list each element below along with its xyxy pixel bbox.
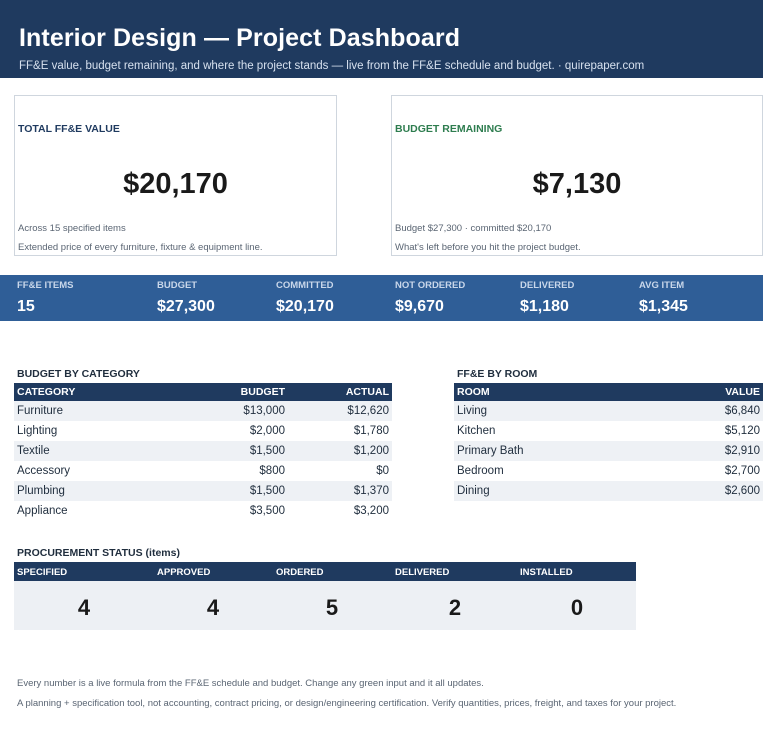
room-name: Kitchen <box>457 425 496 437</box>
table-row: Primary Bath $2,910 <box>454 441 763 461</box>
table-header-row: CATEGORY BUDGET ACTUAL <box>14 383 392 401</box>
budget-remaining-value: $7,130 <box>532 168 622 200</box>
table-row: Bedroom $2,700 <box>454 461 763 481</box>
stat-delivered-label: DELIVERED <box>520 280 575 291</box>
table-row: Kitchen $5,120 <box>454 421 763 441</box>
table-row: Lighting $2,000 $1,780 <box>14 421 392 441</box>
ffe-by-room-table: ROOM VALUE Living $6,840 Kitchen $5,120 … <box>454 383 763 501</box>
column-header-value: VALUE <box>654 383 763 401</box>
stat-avg-item-label: AVG ITEM <box>639 280 685 291</box>
budget-remaining-card: BUDGET REMAINING $7,130 Budget $27,300 ·… <box>391 95 763 256</box>
procurement-approved-count: 4 <box>206 595 220 620</box>
budget-remaining-title: BUDGET REMAINING <box>395 123 503 135</box>
procurement-values-panel <box>14 581 636 630</box>
room-value: $5,120 <box>724 425 760 437</box>
procurement-delivered-label: DELIVERED <box>395 567 450 578</box>
room-name: Primary Bath <box>454 441 654 461</box>
room-name: Living <box>454 401 654 421</box>
stat-committed-label: COMMITTED <box>276 280 334 291</box>
category-name: Textile <box>14 441 172 461</box>
procurement-ordered-label: ORDERED <box>276 567 324 578</box>
stat-items-value: 15 <box>17 298 35 315</box>
category-budget: $1,500 <box>172 441 288 461</box>
stat-budget-value: $27,300 <box>157 298 215 315</box>
table-row: Living $6,840 <box>454 401 763 421</box>
procurement-header-bar <box>14 562 636 581</box>
budget-remaining-description: What's left before you hit the project b… <box>395 242 581 253</box>
category-name: Plumbing <box>14 481 172 501</box>
category-actual: $0 <box>376 465 389 477</box>
stat-not-ordered-label: NOT ORDERED <box>395 280 466 291</box>
room-value: $2,700 <box>724 465 760 477</box>
total-ffe-description: Extended price of every furniture, fixtu… <box>18 242 263 253</box>
budget-remaining-note: Budget $27,300 · committed $20,170 <box>395 223 552 234</box>
column-header-budget: BUDGET <box>172 383 288 401</box>
footer-note-disclaimer: A planning + specification tool, not acc… <box>17 698 677 709</box>
stat-avg-item-value: $1,345 <box>639 298 688 315</box>
procurement-approved-label: APPROVED <box>157 567 211 578</box>
category-actual: $3,200 <box>353 505 389 517</box>
room-value: $2,600 <box>654 481 763 501</box>
stat-not-ordered-value: $9,670 <box>395 298 444 315</box>
stat-delivered-value: $1,180 <box>520 298 569 315</box>
room-value: $6,840 <box>654 401 763 421</box>
category-budget: $3,500 <box>249 505 285 517</box>
total-ffe-title: TOTAL FF&E VALUE <box>18 123 120 135</box>
category-name: Appliance <box>17 505 68 517</box>
table-row: Furniture $13,000 $12,620 <box>14 401 392 421</box>
procurement-specified-count: 4 <box>77 595 91 620</box>
table-row: Textile $1,500 $1,200 <box>14 441 392 461</box>
category-actual: $1,370 <box>288 481 392 501</box>
table-header-row: ROOM VALUE <box>454 383 763 401</box>
total-ffe-card: TOTAL FF&E VALUE $20,170 Across 15 speci… <box>14 95 337 256</box>
column-header-room: ROOM <box>454 383 654 401</box>
category-budget: $2,000 <box>249 425 285 437</box>
table-row: Appliance $3,500 $3,200 <box>14 501 392 521</box>
summary-stats-strip <box>0 275 763 321</box>
column-header-actual: ACTUAL <box>288 383 392 401</box>
dashboard-header <box>0 0 763 78</box>
category-actual: $12,620 <box>288 401 392 421</box>
room-value: $2,910 <box>654 441 763 461</box>
procurement-installed-count: 0 <box>570 595 584 620</box>
stat-budget-label: BUDGET <box>157 280 198 291</box>
page-title: Interior Design — Project Dashboard <box>19 24 461 52</box>
procurement-specified-label: SPECIFIED <box>17 567 68 578</box>
page-subtitle: FF&E value, budget remaining, and where … <box>19 60 645 72</box>
stat-items-label: FF&E ITEMS <box>17 280 74 291</box>
room-name: Dining <box>454 481 654 501</box>
category-actual: $1,780 <box>353 425 389 437</box>
footer-note-live-formulas: Every number is a live formula from the … <box>17 678 484 689</box>
category-budget: $13,000 <box>172 401 288 421</box>
stat-committed-value: $20,170 <box>276 298 334 315</box>
total-ffe-note: Across 15 specified items <box>18 223 126 234</box>
category-budget: $1,500 <box>172 481 288 501</box>
category-budget: $800 <box>259 465 285 477</box>
table-row: Accessory $800 $0 <box>14 461 392 481</box>
table-row: Plumbing $1,500 $1,370 <box>14 481 392 501</box>
procurement-ordered-count: 5 <box>325 595 339 620</box>
procurement-status-title: PROCUREMENT STATUS (items) <box>17 547 180 559</box>
procurement-installed-label: INSTALLED <box>520 567 573 578</box>
ffe-by-room-title: FF&E BY ROOM <box>457 368 538 380</box>
procurement-delivered-count: 2 <box>448 595 462 620</box>
category-name: Lighting <box>17 425 58 437</box>
category-name: Accessory <box>17 465 71 477</box>
budget-by-category-table: CATEGORY BUDGET ACTUAL Furniture $13,000… <box>14 383 392 521</box>
category-name: Furniture <box>14 401 172 421</box>
column-header-category: CATEGORY <box>14 383 172 401</box>
room-name: Bedroom <box>457 465 504 477</box>
budget-by-category-title: BUDGET BY CATEGORY <box>17 368 140 380</box>
table-row: Dining $2,600 <box>454 481 763 501</box>
category-actual: $1,200 <box>288 441 392 461</box>
total-ffe-value: $20,170 <box>123 168 228 200</box>
